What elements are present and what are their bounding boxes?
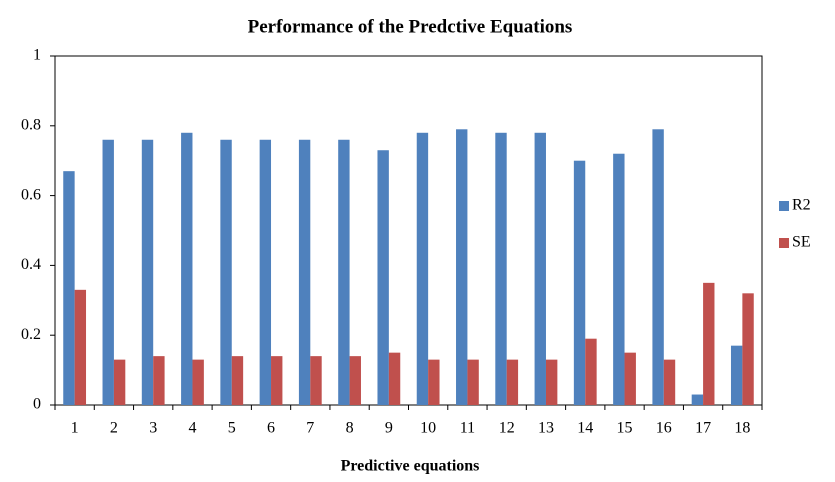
bar: [181, 132, 193, 405]
bar: [585, 338, 597, 405]
x-tick-label: 9: [385, 420, 393, 437]
bar: [663, 359, 676, 405]
bar: [153, 356, 165, 405]
bar: [377, 150, 389, 405]
bar: [259, 139, 272, 405]
x-tick-label: 11: [460, 420, 475, 437]
y-tick-label: 0.8: [21, 116, 41, 133]
x-tick-label: 16: [656, 420, 672, 437]
bar: [271, 356, 283, 405]
x-tick-label: 14: [577, 420, 593, 437]
bar: [220, 139, 232, 405]
y-tick-label: 0: [33, 396, 41, 413]
bar: [338, 139, 350, 405]
legend-swatch: [779, 201, 789, 211]
bar: [310, 356, 322, 405]
bar: [545, 359, 558, 405]
x-tick-label: 10: [420, 420, 436, 437]
bar: [113, 359, 126, 405]
bar: [506, 359, 519, 405]
bar: [388, 352, 401, 405]
x-tick-label: 3: [149, 420, 157, 437]
bar: [467, 359, 479, 405]
bar: [141, 139, 154, 405]
bar: [703, 282, 715, 405]
bar: [573, 160, 586, 405]
bar: [613, 153, 625, 405]
y-tick-label: 0.4: [21, 256, 41, 273]
bar: [428, 359, 440, 405]
x-tick-label: 15: [617, 420, 633, 437]
bar: [456, 129, 468, 406]
bar: [691, 394, 704, 405]
y-tick-label: 0.2: [21, 326, 41, 343]
bar: [652, 129, 664, 406]
legend-swatch: [779, 238, 789, 248]
x-tick-label: 5: [228, 420, 236, 437]
y-tick-label: 1: [33, 47, 41, 64]
legend-label: SE: [792, 234, 811, 251]
x-tick-label: 8: [346, 420, 354, 437]
x-tick-label: 2: [110, 420, 118, 437]
bar: [63, 171, 75, 405]
x-tick-label: 12: [499, 420, 515, 437]
bar: [74, 289, 87, 405]
bar: [742, 293, 754, 405]
bar: [534, 132, 546, 405]
legend-label: R2: [792, 197, 811, 214]
x-tick-label: 7: [306, 420, 314, 437]
x-tick-label: 6: [267, 420, 275, 437]
x-tick-label: 4: [188, 420, 196, 437]
chart-title: Performance of the Predctive Equations: [248, 16, 573, 37]
bar: [192, 359, 204, 405]
bar: [624, 352, 636, 405]
x-axis-label: Predictive equations: [341, 458, 480, 475]
bar: [298, 139, 311, 405]
x-tick-label: 13: [538, 420, 554, 437]
x-tick-label: 18: [734, 420, 750, 437]
bar: [231, 356, 244, 405]
bar: [102, 139, 114, 405]
x-tick-label: 17: [695, 420, 711, 437]
bar: [416, 132, 429, 405]
y-tick-label: 0.6: [21, 186, 41, 203]
bar: [495, 132, 507, 405]
x-tick-label: 1: [71, 420, 79, 437]
bar: [349, 356, 361, 405]
bar: [730, 345, 743, 405]
